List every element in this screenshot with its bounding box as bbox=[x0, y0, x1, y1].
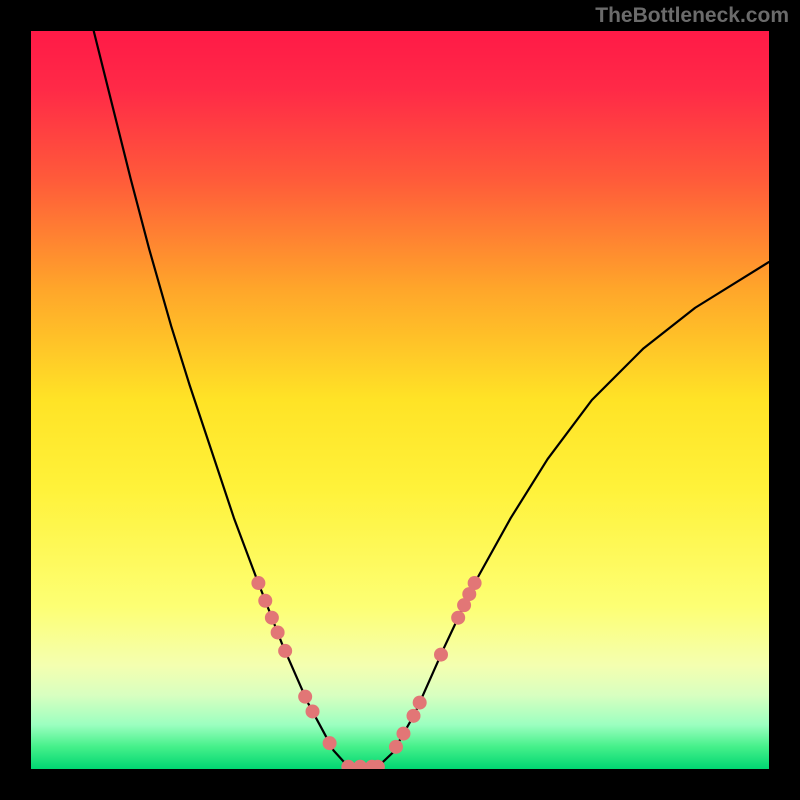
watermark-text: TheBottleneck.com bbox=[595, 4, 789, 28]
data-marker bbox=[396, 727, 410, 741]
data-marker bbox=[271, 625, 285, 639]
chart-svg bbox=[31, 31, 769, 769]
data-marker bbox=[251, 576, 265, 590]
data-marker bbox=[457, 598, 471, 612]
gradient-background bbox=[31, 31, 769, 769]
plot-area bbox=[31, 31, 769, 769]
data-marker bbox=[306, 704, 320, 718]
chart-container: TheBottleneck.com bbox=[0, 0, 800, 800]
data-marker bbox=[298, 690, 312, 704]
data-marker bbox=[407, 709, 421, 723]
data-marker bbox=[451, 611, 465, 625]
data-marker bbox=[413, 696, 427, 710]
data-marker bbox=[323, 736, 337, 750]
data-marker bbox=[258, 594, 272, 608]
data-marker bbox=[265, 611, 279, 625]
data-marker bbox=[278, 644, 292, 658]
data-marker bbox=[389, 740, 403, 754]
data-marker bbox=[434, 648, 448, 662]
